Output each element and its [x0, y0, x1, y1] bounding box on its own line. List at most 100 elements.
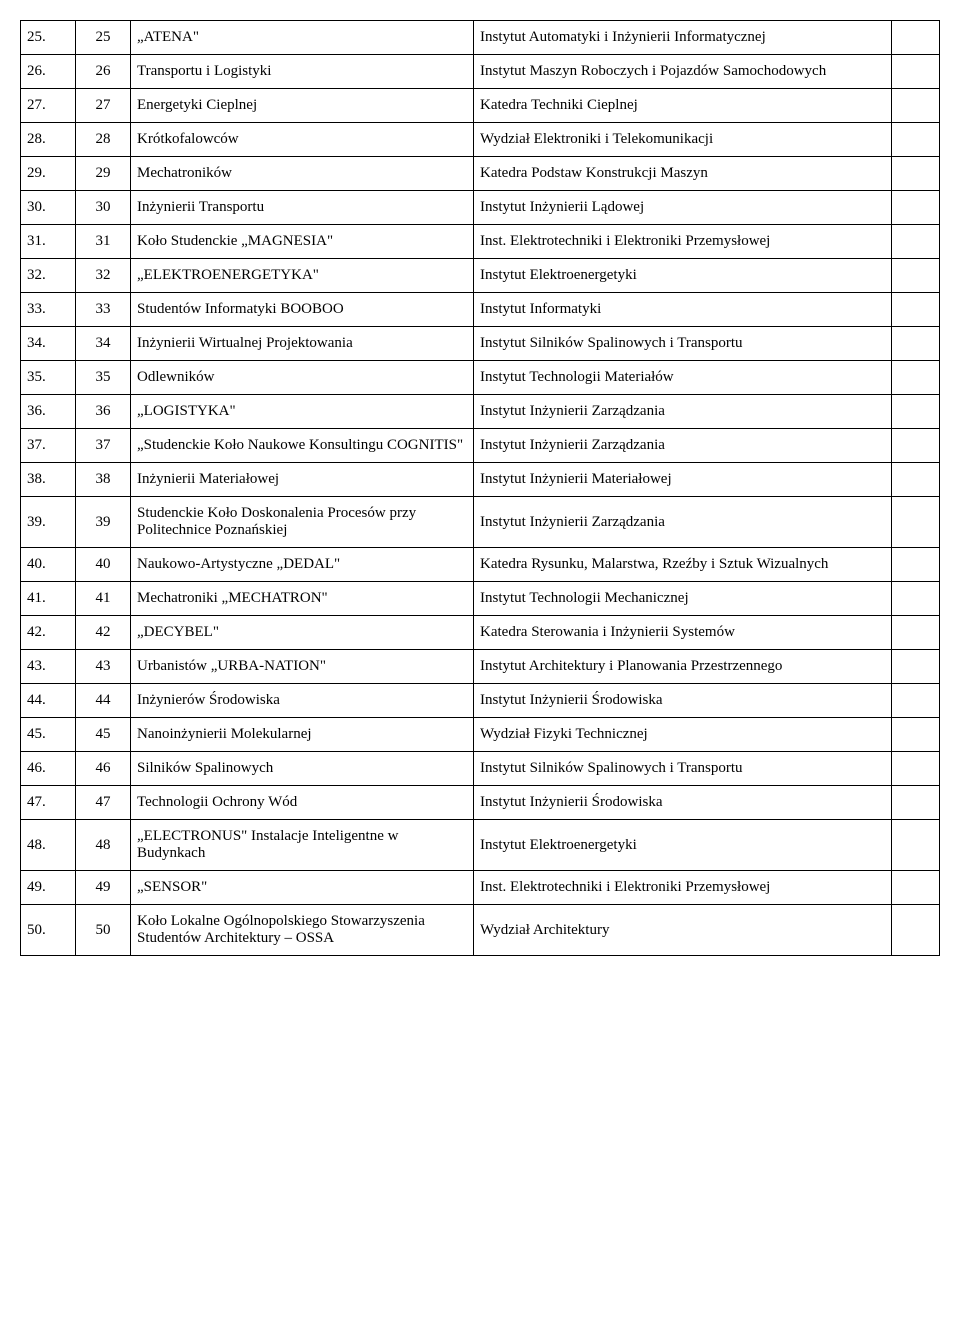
- row-number-dot: 39.: [21, 497, 76, 548]
- organization-name: Naukowo-Artystyczne „DEDAL": [131, 548, 474, 582]
- empty-cell: [892, 820, 940, 871]
- row-number-dot: 50.: [21, 905, 76, 956]
- empty-cell: [892, 497, 940, 548]
- row-number-dot: 48.: [21, 820, 76, 871]
- row-number-dot: 37.: [21, 429, 76, 463]
- institution-name: Instytut Inżynierii Zarządzania: [474, 429, 892, 463]
- institution-name: Katedra Rysunku, Malarstwa, Rzeźby i Szt…: [474, 548, 892, 582]
- table-row: 31.31Koło Studenckie „MAGNESIA"Inst. Ele…: [21, 225, 940, 259]
- institution-name: Inst. Elektrotechniki i Elektroniki Prze…: [474, 871, 892, 905]
- empty-cell: [892, 55, 940, 89]
- institution-name: Inst. Elektrotechniki i Elektroniki Prze…: [474, 225, 892, 259]
- organization-name: „ELECTRONUS" Instalacje Inteligentne w B…: [131, 820, 474, 871]
- row-number: 45: [76, 718, 131, 752]
- organization-name: „DECYBEL": [131, 616, 474, 650]
- organization-name: Inżynierii Materiałowej: [131, 463, 474, 497]
- table-row: 49.49„SENSOR"Inst. Elektrotechniki i Ele…: [21, 871, 940, 905]
- institution-name: Wydział Fizyki Technicznej: [474, 718, 892, 752]
- row-number-dot: 30.: [21, 191, 76, 225]
- institution-name: Instytut Inżynierii Lądowej: [474, 191, 892, 225]
- organization-name: Koło Studenckie „MAGNESIA": [131, 225, 474, 259]
- organization-name: „Studenckie Koło Naukowe Konsultingu COG…: [131, 429, 474, 463]
- row-number-dot: 31.: [21, 225, 76, 259]
- row-number-dot: 47.: [21, 786, 76, 820]
- row-number-dot: 25.: [21, 21, 76, 55]
- organization-name: Studenckie Koło Doskonalenia Procesów pr…: [131, 497, 474, 548]
- empty-cell: [892, 616, 940, 650]
- row-number-dot: 28.: [21, 123, 76, 157]
- row-number: 36: [76, 395, 131, 429]
- row-number: 30: [76, 191, 131, 225]
- row-number: 43: [76, 650, 131, 684]
- institution-name: Wydział Architektury: [474, 905, 892, 956]
- table-row: 34.34Inżynierii Wirtualnej Projektowania…: [21, 327, 940, 361]
- empty-cell: [892, 718, 940, 752]
- row-number: 33: [76, 293, 131, 327]
- empty-cell: [892, 905, 940, 956]
- organization-name: Mechatroników: [131, 157, 474, 191]
- institution-name: Instytut Inżynierii Materiałowej: [474, 463, 892, 497]
- institution-name: Instytut Inżynierii Zarządzania: [474, 395, 892, 429]
- row-number-dot: 35.: [21, 361, 76, 395]
- row-number: 48: [76, 820, 131, 871]
- organization-name: Krótkofalowców: [131, 123, 474, 157]
- empty-cell: [892, 582, 940, 616]
- table-row: 39.39Studenckie Koło Doskonalenia Proces…: [21, 497, 940, 548]
- organization-name: Studentów Informatyki BOOBOO: [131, 293, 474, 327]
- organization-name: Inżynierii Wirtualnej Projektowania: [131, 327, 474, 361]
- table-row: 38.38Inżynierii MateriałowejInstytut Inż…: [21, 463, 940, 497]
- table-row: 46.46Silników SpalinowychInstytut Silnik…: [21, 752, 940, 786]
- institution-name: Katedra Techniki Cieplnej: [474, 89, 892, 123]
- empty-cell: [892, 21, 940, 55]
- empty-cell: [892, 327, 940, 361]
- organization-name: „LOGISTYKA": [131, 395, 474, 429]
- row-number-dot: 38.: [21, 463, 76, 497]
- empty-cell: [892, 89, 940, 123]
- empty-cell: [892, 123, 940, 157]
- row-number: 29: [76, 157, 131, 191]
- row-number-dot: 34.: [21, 327, 76, 361]
- row-number: 34: [76, 327, 131, 361]
- row-number-dot: 40.: [21, 548, 76, 582]
- empty-cell: [892, 293, 940, 327]
- table-row: 30.30Inżynierii TransportuInstytut Inżyn…: [21, 191, 940, 225]
- institution-name: Instytut Silników Spalinowych i Transpor…: [474, 752, 892, 786]
- empty-cell: [892, 684, 940, 718]
- empty-cell: [892, 361, 940, 395]
- empty-cell: [892, 429, 940, 463]
- row-number: 40: [76, 548, 131, 582]
- institution-name: Instytut Elektroenergetyki: [474, 259, 892, 293]
- table-row: 28.28KrótkofalowcówWydział Elektroniki i…: [21, 123, 940, 157]
- row-number: 37: [76, 429, 131, 463]
- institution-name: Katedra Sterowania i Inżynierii Systemów: [474, 616, 892, 650]
- table-row: 33.33Studentów Informatyki BOOBOOInstytu…: [21, 293, 940, 327]
- row-number: 50: [76, 905, 131, 956]
- empty-cell: [892, 395, 940, 429]
- row-number-dot: 43.: [21, 650, 76, 684]
- table-row: 36.36„LOGISTYKA"Instytut Inżynierii Zarz…: [21, 395, 940, 429]
- table-row: 32.32„ELEKTROENERGETYKA"Instytut Elektro…: [21, 259, 940, 293]
- row-number-dot: 46.: [21, 752, 76, 786]
- row-number-dot: 27.: [21, 89, 76, 123]
- row-number: 38: [76, 463, 131, 497]
- table-row: 48.48„ELECTRONUS" Instalacje Inteligentn…: [21, 820, 940, 871]
- row-number: 25: [76, 21, 131, 55]
- row-number-dot: 45.: [21, 718, 76, 752]
- row-number: 49: [76, 871, 131, 905]
- institution-name: Instytut Inżynierii Środowiska: [474, 786, 892, 820]
- row-number: 39: [76, 497, 131, 548]
- table-row: 43.43Urbanistów „URBA-NATION"Instytut Ar…: [21, 650, 940, 684]
- organization-name: Urbanistów „URBA-NATION": [131, 650, 474, 684]
- empty-cell: [892, 752, 940, 786]
- empty-cell: [892, 871, 940, 905]
- table-row: 40.40Naukowo-Artystyczne „DEDAL"Katedra …: [21, 548, 940, 582]
- row-number: 41: [76, 582, 131, 616]
- empty-cell: [892, 548, 940, 582]
- row-number-dot: 49.: [21, 871, 76, 905]
- empty-cell: [892, 650, 940, 684]
- organization-name: „ATENA": [131, 21, 474, 55]
- institution-name: Instytut Maszyn Roboczych i Pojazdów Sam…: [474, 55, 892, 89]
- row-number: 46: [76, 752, 131, 786]
- institution-name: Katedra Podstaw Konstrukcji Maszyn: [474, 157, 892, 191]
- row-number: 42: [76, 616, 131, 650]
